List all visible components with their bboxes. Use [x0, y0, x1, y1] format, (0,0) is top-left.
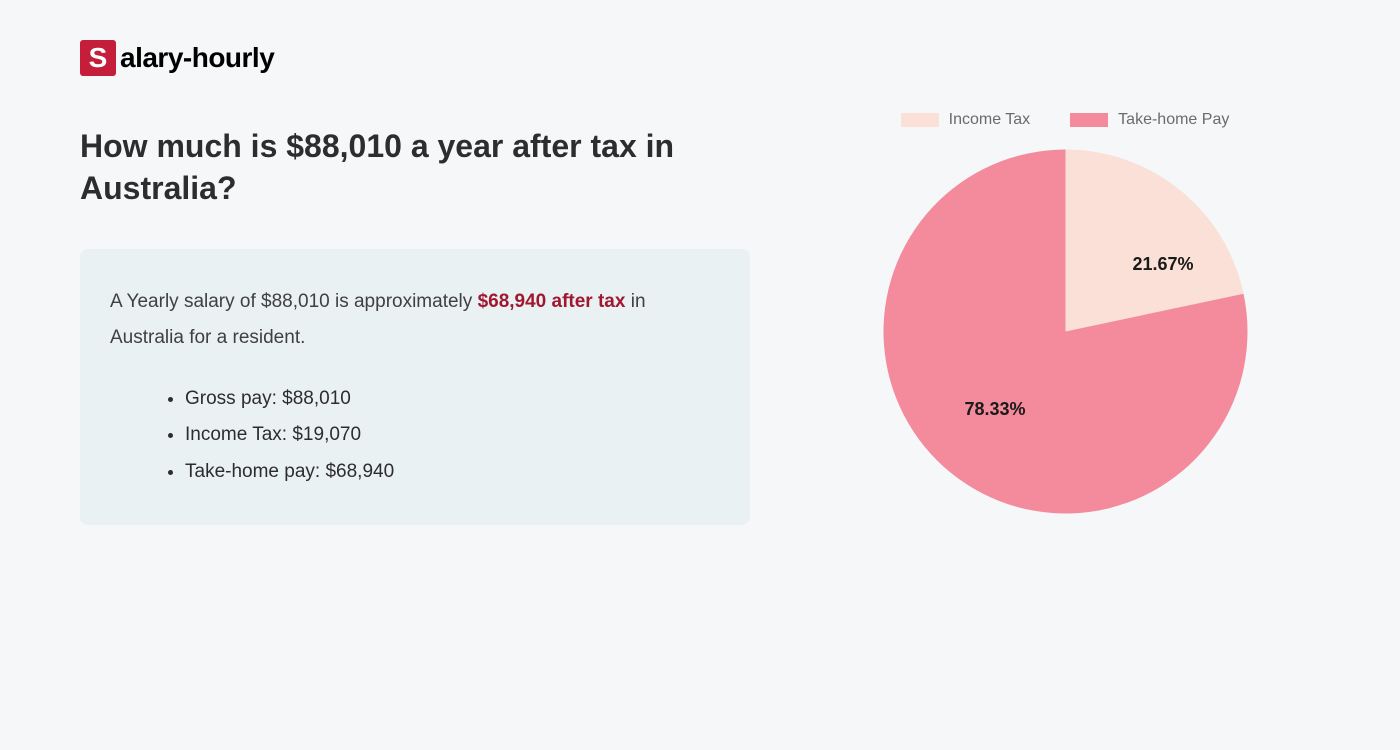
page-heading: How much is $88,010 a year after tax in …	[80, 126, 750, 209]
site-logo: S alary-hourly	[80, 40, 1320, 76]
summary-paragraph: A Yearly salary of $88,010 is approximat…	[110, 284, 720, 356]
legend-label: Take-home Pay	[1118, 111, 1229, 129]
pie-svg	[883, 149, 1248, 514]
summary-highlight: $68,940 after tax	[478, 291, 626, 312]
legend-swatch-icon	[901, 113, 939, 127]
chart-legend: Income Tax Take-home Pay	[901, 111, 1230, 129]
legend-item-take-home: Take-home Pay	[1070, 111, 1229, 129]
list-item: Income Tax: $19,070	[185, 417, 720, 453]
summary-prefix: A Yearly salary of $88,010 is approximat…	[110, 291, 478, 312]
left-column: How much is $88,010 a year after tax in …	[80, 126, 750, 525]
right-column: Income Tax Take-home Pay 21.67% 78.33%	[810, 126, 1320, 525]
summary-list: Gross pay: $88,010 Income Tax: $19,070 T…	[110, 381, 720, 489]
list-item: Gross pay: $88,010	[185, 381, 720, 417]
logo-s-icon: S	[80, 40, 116, 76]
slice-label-income-tax: 21.67%	[1133, 254, 1194, 275]
legend-item-income-tax: Income Tax	[901, 111, 1031, 129]
pie-chart: 21.67% 78.33%	[883, 149, 1248, 514]
main-content: How much is $88,010 a year after tax in …	[80, 126, 1320, 525]
legend-swatch-icon	[1070, 113, 1108, 127]
summary-box: A Yearly salary of $88,010 is approximat…	[80, 249, 750, 524]
list-item: Take-home pay: $68,940	[185, 454, 720, 490]
slice-label-take-home: 78.33%	[965, 399, 1026, 420]
logo-text: alary-hourly	[120, 42, 274, 74]
legend-label: Income Tax	[949, 111, 1031, 129]
